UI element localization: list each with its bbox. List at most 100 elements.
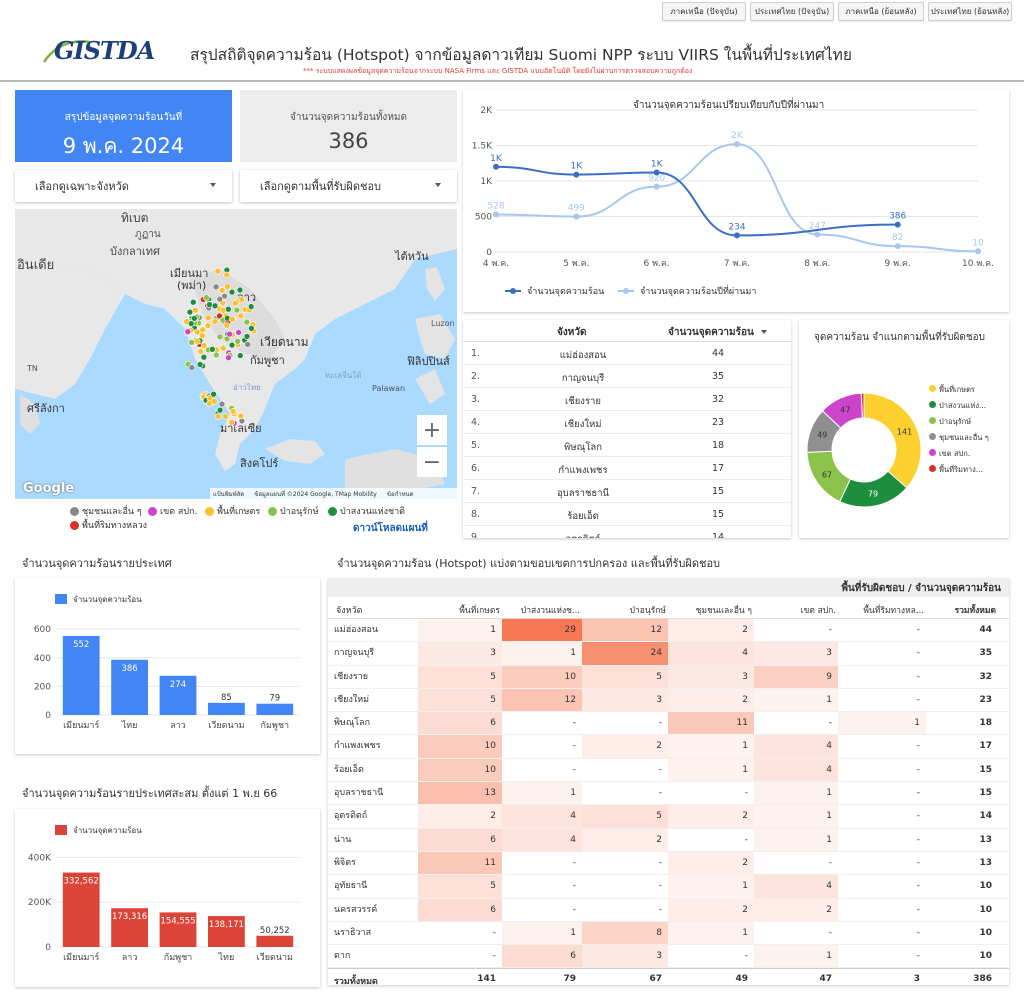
pivot-value-cell: - bbox=[916, 811, 920, 822]
province-name: เชียงราย bbox=[565, 396, 601, 407]
pivot-value-cell: 6 bbox=[418, 898, 502, 921]
pivot-row[interactable]: อุตรดิตถ์ 2 4 5 2 1-14 bbox=[328, 805, 1009, 829]
hotspot-point bbox=[200, 353, 208, 361]
pivot-row[interactable]: นครสวรรค์ 6- -2 2-10 bbox=[328, 898, 1009, 922]
pivot-value-cell: 8 bbox=[582, 921, 668, 945]
zoom-out-button[interactable]: − bbox=[417, 447, 447, 477]
area-filter-dropdown[interactable]: เลือกดูตามพื้นที่รับผิดชอบ bbox=[240, 170, 457, 202]
bar[interactable] bbox=[208, 702, 245, 715]
bar[interactable] bbox=[159, 912, 197, 947]
pivot-total-cell: 18 bbox=[979, 718, 992, 729]
hotspot-point bbox=[193, 328, 201, 336]
hotspot-count: 18 bbox=[711, 440, 725, 451]
download-map-link[interactable]: ดาวน์โหลดแผนที่ bbox=[353, 523, 428, 534]
table-row[interactable]: 2. กาญจนบุรี 35 bbox=[463, 365, 791, 388]
donut-slice[interactable] bbox=[860, 392, 865, 419]
table-row[interactable]: 1. แม่ฮ่องสอน 44 bbox=[463, 342, 791, 365]
pivot-row[interactable]: เชียงใหม่ 5 12 3 2 1 - 23 bbox=[328, 688, 1009, 713]
series-point[interactable] bbox=[734, 232, 740, 239]
donut-slice[interactable] bbox=[863, 392, 922, 489]
bar[interactable] bbox=[62, 636, 100, 715]
pivot-row[interactable]: อุบลราชธานี 13 1- -1-15 bbox=[328, 782, 1009, 806]
tab-thailand-current[interactable]: ประเทศไทย (ปัจจุบัน) bbox=[750, 2, 834, 21]
bar[interactable] bbox=[111, 908, 148, 947]
legend-dot-icon bbox=[268, 507, 277, 516]
x-tick-label: เวียดนาม bbox=[208, 720, 244, 731]
pivot-col-header[interactable]: รวมทั้งหมด bbox=[954, 606, 996, 616]
series-point[interactable] bbox=[573, 171, 580, 178]
series-point[interactable] bbox=[653, 183, 660, 190]
series-point[interactable] bbox=[894, 221, 901, 228]
series-point[interactable] bbox=[573, 213, 580, 220]
legend-national-reserve: ป่าสงวนแห่งชาติ bbox=[328, 504, 405, 518]
pivot-row[interactable]: ตาก -6 3-1-10 bbox=[328, 945, 1009, 969]
hotspot-point bbox=[188, 364, 196, 371]
bar[interactable] bbox=[256, 703, 294, 715]
pivot-row[interactable]: กำแพงเพชร 10-2 1 4-17 bbox=[328, 735, 1009, 759]
pivot-col-header[interactable]: พื้นที่เกษตร bbox=[459, 606, 500, 616]
tab-north-history[interactable]: ภาคเหนือ (ย้อนหลัง) bbox=[838, 2, 924, 21]
pivot-value-cell: - bbox=[916, 625, 920, 635]
legend-alro: เขต สปก. bbox=[148, 504, 197, 518]
pivot-col-header[interactable]: พื้นที่ริมทางหล... bbox=[863, 606, 924, 616]
series-point[interactable] bbox=[894, 243, 901, 250]
hotspot-point bbox=[235, 329, 242, 336]
map-label-south-china-sea: ทะเลจีนใต้ bbox=[325, 371, 362, 380]
pivot-row[interactable]: พิษณุโลก 6- -11-1 18 bbox=[328, 712, 1009, 736]
table-row[interactable]: 3. เชียงราย 32 bbox=[463, 388, 791, 411]
hotspot-point bbox=[223, 322, 231, 329]
bar[interactable] bbox=[159, 675, 197, 715]
slice-label: 67 bbox=[822, 471, 832, 480]
keyboard-shortcuts-link[interactable]: แป้นพิมพ์ลัด bbox=[213, 490, 245, 498]
pivot-province-cell: กาญจนบุรี bbox=[334, 648, 375, 659]
bar[interactable] bbox=[111, 659, 148, 715]
tab-thailand-history[interactable]: ประเทศไทย (ย้อนหลัง) bbox=[928, 2, 1012, 21]
zoom-in-button[interactable]: + bbox=[417, 415, 447, 445]
y-tick-label: 400 bbox=[34, 654, 51, 664]
series-point[interactable] bbox=[734, 141, 740, 148]
sort-desc-icon[interactable] bbox=[761, 330, 767, 334]
hotspot-col-header[interactable]: จำนวนจุดความร้อน bbox=[668, 327, 754, 338]
pivot-row[interactable]: น่าน 6 4 2-1-13 bbox=[328, 828, 1009, 852]
pivot-row-header[interactable]: จังหวัด bbox=[336, 606, 363, 616]
table-row[interactable]: 7. อุบลราชธานี 15 bbox=[463, 480, 791, 503]
pivot-row[interactable]: เชียงราย 5 10 5 3 9-32 bbox=[328, 665, 1009, 689]
bar[interactable] bbox=[62, 872, 100, 947]
bar[interactable] bbox=[208, 916, 245, 947]
series-point[interactable] bbox=[975, 248, 981, 255]
table-row[interactable]: 4. เชียงใหม่ 23 bbox=[463, 411, 791, 434]
series-point[interactable] bbox=[493, 163, 499, 170]
pivot-row[interactable]: อุทัยธานี 5- -1 4-10 bbox=[328, 875, 1009, 899]
pivot-col-header[interactable]: เขต สปก. bbox=[800, 606, 836, 616]
hotspot-point bbox=[228, 288, 236, 296]
tab-north-current[interactable]: ภาคเหนือ (ปัจจุบัน) bbox=[662, 2, 746, 21]
table-row[interactable]: 6. กำแพงเพชร 17 bbox=[463, 457, 791, 480]
map-label-palawan: Palawan bbox=[372, 384, 406, 393]
province-filter-dropdown[interactable]: เลือกดูเฉพาะจังหวัด bbox=[15, 170, 232, 202]
series-point[interactable] bbox=[814, 231, 821, 238]
bar[interactable] bbox=[256, 935, 294, 947]
table-row[interactable]: 5. พิษณุโลก 18 bbox=[463, 434, 791, 457]
pivot-row[interactable]: นราธิวาส -1 8 1- -10 bbox=[328, 921, 1009, 946]
pivot-value-cell: 1 bbox=[838, 712, 926, 735]
series-point[interactable] bbox=[653, 169, 660, 176]
pivot-row[interactable]: พิจิตร 11- -2- -13 bbox=[328, 851, 1009, 876]
table-row[interactable]: 9. อุตรดิตถ์ 14 bbox=[463, 526, 791, 538]
logo-text: GISTDA bbox=[54, 36, 155, 65]
pivot-col-header[interactable]: ป่าอนุรักษ์ bbox=[629, 606, 666, 616]
table-row[interactable]: 8. ร้อยเอ็ด 15 bbox=[463, 503, 791, 526]
pivot-group-header: พื้นที่รับผิดชอบ / จำนวนจุดความร้อน bbox=[328, 578, 1009, 597]
pivot-col-header[interactable]: ป่าสงวนแห่งช... bbox=[520, 606, 580, 616]
province-col-header[interactable]: จังหวัด bbox=[557, 327, 587, 338]
pivot-row[interactable]: แม่ฮ่องสอน 1 29 12 2 - - 44 bbox=[328, 619, 1009, 643]
pivot-row[interactable]: ร้อยเอ็ด 10- -1 4-15 bbox=[328, 758, 1009, 783]
terms-link[interactable]: ข้อกำหนด bbox=[386, 490, 414, 498]
pivot-col-header[interactable]: ชุมชนและอื่น ๆ bbox=[695, 606, 752, 616]
pivot-row[interactable]: กาญจนบุรี 3 1 24 4 3-35 bbox=[328, 642, 1009, 666]
series-point[interactable] bbox=[493, 211, 499, 218]
row-index: 1. bbox=[471, 348, 481, 359]
pivot-value-cell: 11 bbox=[418, 851, 502, 875]
date-summary-card: สรุปข้อมูลจุดความร้อนวันที่ 9 พ.ค. 2024 bbox=[15, 90, 232, 162]
pivot-table: จังหวัด พื้นที่เกษตร ป่าสงวนแห่งช... ป่าอนุ… bbox=[328, 597, 1009, 985]
hotspot-map[interactable]: ทิเบต ภูฏาน บังกลาเทศ อินเดีย เมียนมา (พ… bbox=[15, 209, 457, 499]
